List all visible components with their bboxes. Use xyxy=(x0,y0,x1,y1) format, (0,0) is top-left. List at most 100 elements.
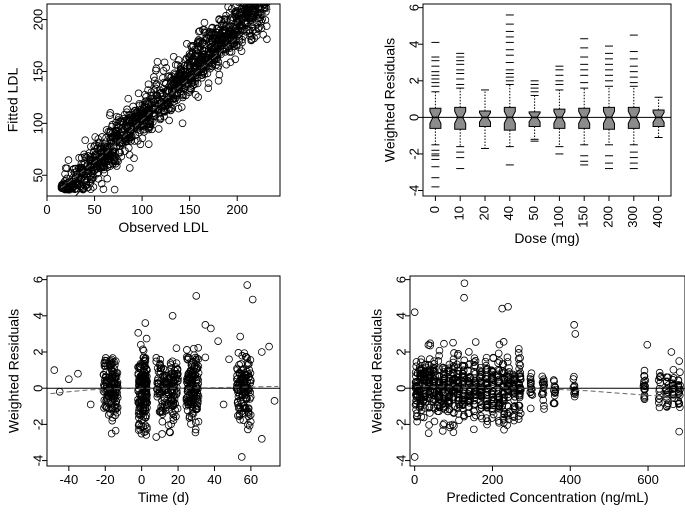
data-point xyxy=(166,79,175,88)
data-point xyxy=(181,61,189,70)
data-point xyxy=(112,118,120,127)
data-point xyxy=(640,372,649,380)
data-point xyxy=(222,32,230,41)
data-point xyxy=(150,73,158,81)
data-point xyxy=(675,427,683,436)
box-dose-400 xyxy=(652,96,665,138)
data-point xyxy=(193,69,202,77)
data-point xyxy=(526,378,535,387)
data-point xyxy=(140,128,148,136)
data-point xyxy=(676,368,684,376)
data-point xyxy=(156,408,165,417)
data-point xyxy=(183,346,191,354)
box-dose-0 xyxy=(429,41,442,188)
data-point xyxy=(192,405,201,413)
data-point xyxy=(444,407,452,416)
x-tick-label: 40 xyxy=(501,206,516,220)
data-point xyxy=(415,385,424,394)
data-point xyxy=(167,396,176,404)
data-point xyxy=(94,168,103,177)
data-point xyxy=(187,361,196,369)
data-point xyxy=(106,127,115,135)
data-point xyxy=(662,373,671,381)
data-point xyxy=(498,304,506,313)
data-point xyxy=(233,371,241,380)
data-point xyxy=(454,367,463,376)
data-point xyxy=(641,382,649,391)
data-point xyxy=(89,183,98,191)
data-point xyxy=(61,184,70,193)
data-point xyxy=(449,338,457,347)
data-point xyxy=(142,390,150,399)
data-point xyxy=(417,358,425,366)
data-point xyxy=(150,76,159,85)
data-point xyxy=(475,404,484,413)
data-point xyxy=(236,332,245,341)
data-point xyxy=(262,4,271,12)
x-tick-label: 0 xyxy=(427,206,442,213)
scatter-points xyxy=(410,279,684,461)
data-point xyxy=(159,403,167,412)
data-point xyxy=(146,120,154,129)
data-point xyxy=(133,125,141,133)
data-point xyxy=(505,382,513,390)
data-point xyxy=(538,378,547,387)
data-point xyxy=(481,357,490,366)
data-point xyxy=(248,295,257,304)
trend-line xyxy=(60,8,271,189)
data-point xyxy=(97,154,105,162)
data-point xyxy=(190,52,199,60)
data-point xyxy=(94,139,103,148)
data-point xyxy=(170,395,179,404)
data-point xyxy=(235,36,244,45)
x-axis-label: Observed LDL xyxy=(118,219,208,235)
data-point xyxy=(187,420,195,428)
data-point xyxy=(411,401,420,409)
data-point xyxy=(201,321,210,329)
data-point xyxy=(154,125,163,133)
data-point xyxy=(464,397,472,405)
data-point xyxy=(219,400,228,409)
data-point xyxy=(100,169,109,177)
data-point xyxy=(676,391,684,400)
data-point xyxy=(174,374,182,383)
data-point xyxy=(515,406,524,415)
data-point xyxy=(503,410,512,418)
y-tick-label: -2 xyxy=(393,419,408,431)
data-point xyxy=(664,399,672,408)
y-tick-label: 2 xyxy=(393,348,408,355)
data-point xyxy=(141,354,150,362)
y-tick-label: 6 xyxy=(406,4,421,11)
y-tick-label: 0 xyxy=(393,385,408,392)
data-point xyxy=(112,126,120,135)
data-point xyxy=(264,0,271,1)
data-point xyxy=(248,26,257,35)
data-point xyxy=(247,36,256,44)
data-point xyxy=(108,391,116,400)
x-axis-label: Dose (mg) xyxy=(514,230,579,246)
data-point xyxy=(570,382,579,391)
data-point xyxy=(258,0,265,3)
data-point xyxy=(246,393,255,401)
y-tick-label: -2 xyxy=(406,148,421,160)
data-point xyxy=(204,79,213,88)
x-tick-label: 200 xyxy=(226,202,248,217)
data-point xyxy=(134,426,143,434)
data-point xyxy=(139,346,148,355)
data-point xyxy=(168,312,177,320)
data-point xyxy=(176,70,185,78)
reference-lines xyxy=(60,4,271,196)
data-point xyxy=(515,380,523,388)
data-point xyxy=(440,375,449,384)
box-body xyxy=(454,106,467,130)
data-point xyxy=(255,13,264,22)
data-point xyxy=(233,386,242,394)
data-point xyxy=(203,69,212,78)
data-point xyxy=(246,0,253,1)
data-point xyxy=(431,372,439,380)
data-point xyxy=(236,415,244,424)
data-point xyxy=(550,399,558,407)
data-point xyxy=(208,28,216,37)
data-point xyxy=(68,181,76,190)
box-body xyxy=(429,107,442,129)
